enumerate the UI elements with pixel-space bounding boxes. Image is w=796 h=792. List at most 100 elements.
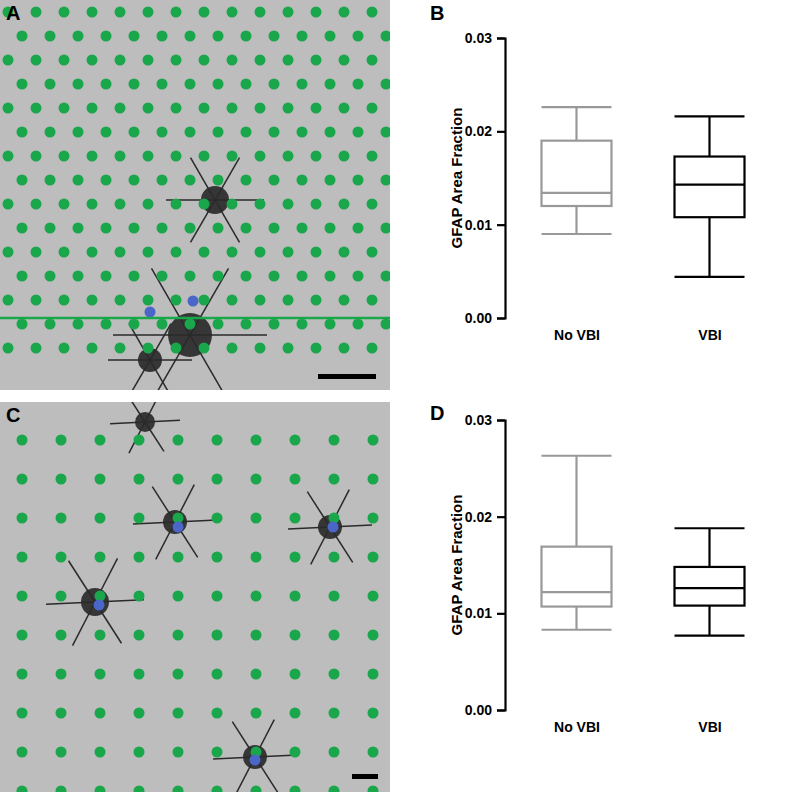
grid-point [297, 223, 308, 234]
grid-point [381, 175, 391, 186]
grid-point [251, 474, 262, 485]
grid-point [56, 708, 67, 719]
grid-point [329, 474, 340, 485]
grid-point [185, 223, 196, 234]
micrograph-panel: A [0, 0, 420, 402]
grid-point [171, 199, 182, 210]
grid-point [199, 55, 210, 66]
y-tick: 0.00 [465, 310, 505, 326]
grid-point [173, 552, 184, 563]
box-chart: B0.000.010.020.03No VBIVBIGFAP Area Frac… [430, 2, 745, 343]
grid-point [368, 552, 379, 563]
grid-point [255, 151, 266, 162]
x-tick: No VBI [554, 327, 600, 343]
counted-point [188, 296, 199, 307]
grid-point [213, 79, 224, 90]
grid-point [329, 630, 340, 641]
grid-point [251, 708, 262, 719]
x-axis: No VBI VBI [554, 719, 722, 735]
max-cap [675, 115, 745, 117]
grid-point [73, 175, 84, 186]
x-tick: No VBI [554, 719, 600, 735]
cell-process [213, 757, 255, 759]
cell-process [108, 359, 150, 361]
grid-point [283, 199, 294, 210]
min-cap [675, 634, 745, 636]
median-line [675, 587, 745, 589]
grid-point [87, 199, 98, 210]
y-tick-mark [497, 613, 505, 615]
grid-point [134, 513, 145, 524]
cell-process [150, 359, 192, 361]
grid-point [17, 786, 28, 792]
grid-point [134, 630, 145, 641]
x-tick-label: VBI [698, 719, 721, 735]
micrograph [0, 0, 390, 390]
grid-point [213, 127, 224, 138]
grid-point [297, 31, 308, 42]
grid-point [56, 747, 67, 758]
cell-process [311, 527, 330, 564]
cell-process [95, 558, 117, 602]
grid-point [368, 786, 379, 792]
grid-point [143, 55, 154, 66]
grid-point [45, 79, 56, 90]
grid-point [17, 747, 28, 758]
median-line [542, 192, 612, 194]
box [675, 116, 745, 277]
y-tick: 0.03 [465, 412, 505, 428]
grid-point [3, 55, 14, 66]
cell-process [126, 402, 145, 422]
grid-point [171, 343, 182, 354]
grid-point [213, 319, 224, 330]
grid-point [311, 295, 322, 306]
micrograph [0, 402, 390, 792]
grid-point [329, 747, 340, 758]
grid-point [73, 79, 84, 90]
grid-point [185, 175, 196, 186]
boxes [542, 456, 745, 636]
grid-point [212, 474, 223, 485]
grid-point [101, 31, 112, 42]
max-cap [675, 527, 745, 529]
grid-point [115, 199, 126, 210]
grid-point [56, 513, 67, 524]
cell-process [190, 335, 229, 390]
grid-point [212, 552, 223, 563]
grid-point [45, 175, 56, 186]
lower-whisker [708, 606, 710, 636]
grid-point [311, 7, 322, 18]
y-tick-label: 0.00 [465, 702, 492, 718]
grid-point [171, 103, 182, 114]
grid-point [213, 271, 224, 282]
y-tick-label: 0.02 [465, 509, 492, 525]
grid-point [241, 175, 252, 186]
grid-point [269, 127, 280, 138]
min-cap [542, 629, 612, 631]
grid-point [115, 343, 126, 354]
counted-point [94, 600, 105, 611]
box-chart: D0.000.010.020.03No VBIVBIGFAP Area Frac… [430, 402, 745, 735]
grid-point [171, 7, 182, 18]
grid-point [368, 708, 379, 719]
grid-point [353, 127, 364, 138]
grid-point [95, 708, 106, 719]
grid-point [269, 175, 280, 186]
y-tick-label: 0.00 [465, 310, 492, 326]
iqr-box [542, 141, 612, 206]
grid-point [31, 103, 42, 114]
grid-point [325, 175, 336, 186]
x-tick-label: No VBI [554, 327, 600, 343]
grid-point [367, 7, 378, 18]
grid-point [56, 591, 67, 602]
grid-point [17, 435, 28, 446]
grid-point [45, 223, 56, 234]
grid-point [290, 669, 301, 680]
grid-point [311, 247, 322, 258]
grid-point [95, 747, 106, 758]
grid-point [290, 591, 301, 602]
y-axis-line [497, 39, 506, 319]
y-tick: 0.01 [465, 217, 505, 233]
grid-point [368, 630, 379, 641]
grid-point [73, 319, 84, 330]
